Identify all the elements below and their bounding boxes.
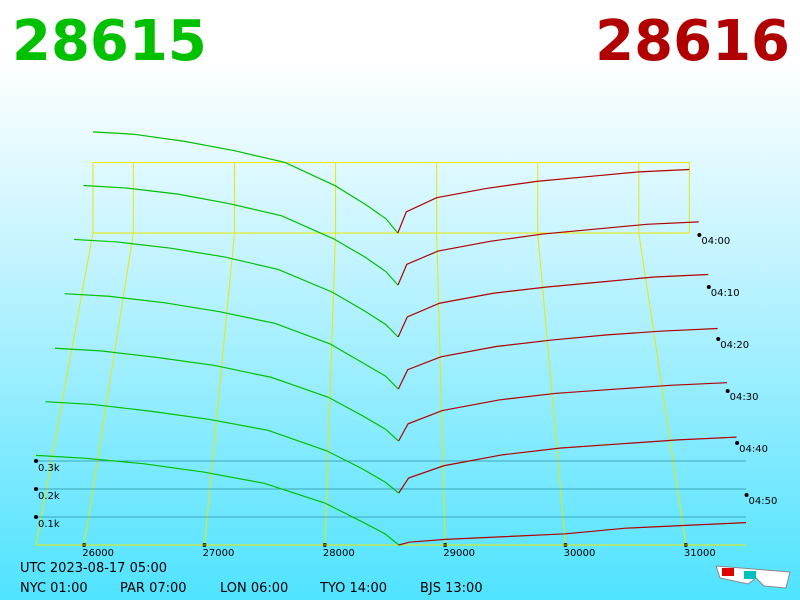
ask-price: 28616	[595, 9, 790, 74]
x-tick-label: 29000	[443, 548, 475, 559]
z-tick-label: 04:10	[711, 288, 740, 299]
x-tick-label: 31000	[684, 548, 716, 559]
price-grid-line	[83, 232, 134, 546]
z-tick-label: 04:00	[701, 236, 730, 247]
ask-depth-line	[398, 436, 737, 494]
tick-dot	[34, 459, 38, 463]
bid-price: 28615	[12, 9, 207, 74]
bid-depth-line	[54, 347, 399, 442]
price-grid-line	[203, 232, 235, 546]
bid-depth-line	[83, 184, 399, 286]
glasses-icon	[715, 565, 791, 589]
x-tick-label: 26000	[82, 548, 114, 559]
bid-depth-line	[73, 238, 399, 338]
bid-depth-line	[45, 401, 400, 494]
x-tick-label: 28000	[323, 548, 355, 559]
price-grid-line	[537, 232, 566, 546]
price-grid-line	[324, 232, 337, 546]
timezone: BJS 13:00	[420, 581, 483, 596]
tick-dot	[34, 515, 38, 519]
y-tick-label: 0.3k	[38, 463, 60, 474]
z-tick-label: 04:30	[730, 392, 759, 403]
ask-depth-line	[397, 273, 709, 338]
price-grid-line	[436, 232, 446, 546]
tick-dot	[716, 337, 721, 341]
timezone: LON 06:00	[220, 581, 288, 596]
back-outline	[92, 161, 690, 233]
timezone: NYC 01:00	[20, 581, 88, 596]
tick-dot	[744, 493, 749, 497]
ask-depth-line	[397, 327, 718, 390]
ask-depth-line	[397, 168, 690, 234]
z-tick-label: 04:20	[720, 340, 749, 351]
utc-time: UTC 2023-08-17 05:00	[20, 561, 167, 576]
tick-dot	[697, 233, 702, 237]
tick-dot	[706, 285, 711, 289]
ask-depth-line	[398, 382, 728, 442]
z-tick-label: 04:50	[749, 496, 778, 507]
tick-dot	[725, 389, 730, 393]
tick-dot	[735, 441, 740, 445]
bid-depth-line	[92, 131, 399, 234]
floor-outline	[35, 232, 746, 546]
price-grid-line	[638, 232, 687, 546]
bid-depth-line	[64, 293, 399, 390]
ask-depth-line	[398, 522, 747, 546]
tick-dot	[34, 487, 38, 491]
x-tick-label: 27000	[203, 548, 235, 559]
y-tick-label: 0.2k	[38, 491, 60, 502]
ask-depth-line	[397, 221, 699, 286]
bid-depth-line	[35, 454, 400, 546]
timezone: PAR 07:00	[120, 581, 187, 596]
timezone: TYO 14:00	[319, 581, 387, 596]
y-tick-label: 0.1k	[38, 519, 60, 530]
x-tick-label: 30000	[564, 548, 596, 559]
z-tick-label: 04:40	[739, 444, 768, 455]
grid: 26000 27000 28000 29000 30000 31000 0.1k 0.2k 0.…	[34, 161, 778, 559]
